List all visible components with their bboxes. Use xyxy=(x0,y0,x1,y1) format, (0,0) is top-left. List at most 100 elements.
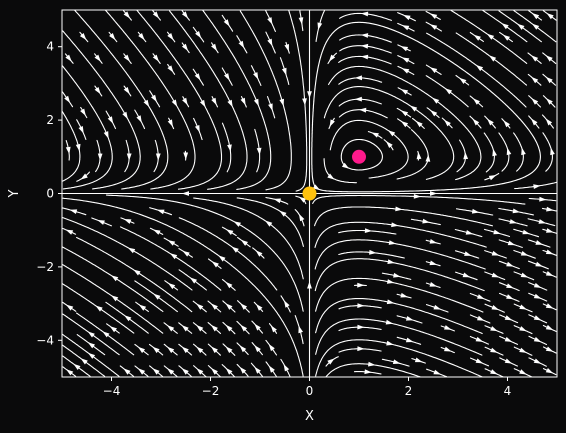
streamline-arrow-148 xyxy=(509,219,517,224)
streamline-arrow-49 xyxy=(545,346,554,352)
streamline-arrow-1 xyxy=(66,369,74,376)
streamline-arrow-65 xyxy=(254,323,261,331)
streamline-arrow-192 xyxy=(416,151,422,160)
streamline-arrow-170 xyxy=(75,143,81,152)
streamline-arrow-18 xyxy=(386,340,394,346)
streamline-arrow-175 xyxy=(409,105,418,112)
streamline-arrow-121 xyxy=(182,250,190,257)
x-tick-label-3: 2 xyxy=(405,384,413,398)
streamline-arrow-281 xyxy=(546,13,554,20)
streamline-arrow-165 xyxy=(253,98,259,107)
streamline-arrow-186 xyxy=(506,147,512,156)
streamline-arrow-159 xyxy=(103,131,109,139)
streamline-arrow-146 xyxy=(395,206,403,212)
streamline-arrow-46 xyxy=(444,346,452,352)
streamline-arrow-38 xyxy=(196,346,204,354)
streamline-arrow-169 xyxy=(533,184,541,189)
y-tick-label-3: 2 xyxy=(46,113,54,127)
streamline-arrow-14 xyxy=(254,366,261,374)
streamline-arrow-145 xyxy=(298,213,305,222)
streamline-arrow-39 xyxy=(211,346,218,354)
streamline-arrow-113 xyxy=(491,272,500,278)
streamline-arrow-236 xyxy=(545,76,553,84)
streamline-arrow-258 xyxy=(109,33,116,41)
streamline-arrow-69 xyxy=(444,325,452,330)
streamline-arrow-11 xyxy=(211,368,218,375)
streamline-arrow-78 xyxy=(138,304,147,311)
streamline-arrow-109 xyxy=(533,282,542,288)
streamline-arrow-114 xyxy=(520,272,529,278)
streamline-arrow-12 xyxy=(225,367,233,375)
streamline-arrow-173 xyxy=(388,130,396,137)
streamline-arrow-242 xyxy=(123,54,130,62)
streamline-arrow-271 xyxy=(298,17,304,25)
streamline-arrow-276 xyxy=(181,11,189,19)
streamline-arrow-250 xyxy=(181,43,189,51)
streamline-arrow-122 xyxy=(255,250,263,257)
streamline-arrow-245 xyxy=(360,54,369,60)
streamline-arrow-31 xyxy=(87,342,95,349)
streamline-arrow-19 xyxy=(368,361,376,367)
streamline-arrow-211 xyxy=(359,107,367,113)
streamline-arrow-55 xyxy=(109,326,117,333)
streamline-arrow-161 xyxy=(143,99,150,108)
axis-arrow-up xyxy=(307,281,312,289)
streamline-arrow-263 xyxy=(360,33,369,38)
streamline-arrow-102 xyxy=(169,253,178,260)
streamline-arrow-199 xyxy=(167,119,173,127)
streamline-arrow-209 xyxy=(80,108,86,116)
streamline-arrow-205 xyxy=(487,118,494,126)
streamline-arrow-275 xyxy=(152,11,160,19)
y-tick-label-0: −4 xyxy=(36,333,54,347)
streamline-arrow-241 xyxy=(94,54,101,62)
equilibrium-point-2 xyxy=(352,149,366,164)
streamline-arrow-32 xyxy=(87,331,95,338)
streamline-arrow-34 xyxy=(137,346,145,354)
x-tick-label-4: 4 xyxy=(504,384,512,398)
streamline-arrow-130 xyxy=(279,210,287,217)
streamline-arrow-16 xyxy=(283,364,290,372)
streamline-arrow-54 xyxy=(533,336,542,343)
streamline-arrow-85 xyxy=(240,303,248,310)
streamline-arrow-119 xyxy=(506,261,514,267)
streamline-arrow-25 xyxy=(327,358,335,365)
streamline-arrow-48 xyxy=(519,347,527,353)
streamline-arrow-277 xyxy=(360,11,369,17)
streamline-arrow-101 xyxy=(189,277,197,284)
streamline-arrow-3 xyxy=(80,358,88,365)
streamline-arrow-118 xyxy=(429,260,438,266)
streamline-arrow-197 xyxy=(107,116,114,124)
streamline-arrow-266 xyxy=(501,23,509,30)
streamline-arrow-68 xyxy=(357,324,365,330)
streamline-arrow-215 xyxy=(151,94,157,103)
streamline-arrow-179 xyxy=(126,153,132,161)
streamline-arrow-238 xyxy=(401,68,410,74)
streamline-arrow-188 xyxy=(550,147,555,156)
streamline-arrow-270 xyxy=(267,17,273,25)
streamline-arrow-207 xyxy=(531,118,538,126)
streamline-arrow-80 xyxy=(153,293,161,300)
streamline-arrow-134 xyxy=(535,240,543,245)
streamline-arrow-98 xyxy=(533,293,542,299)
streamline-arrow-264 xyxy=(473,34,481,41)
streamline-arrow-195 xyxy=(194,125,200,133)
streamline-arrow-132 xyxy=(429,239,438,244)
streamline-arrow-220 xyxy=(444,88,453,95)
streamline-arrow-127 xyxy=(545,249,554,255)
streamline-arrow-212 xyxy=(400,110,409,117)
streamline-arrow-162 xyxy=(171,99,178,107)
streamline-arrow-267 xyxy=(517,23,525,30)
streamline-arrow-143 xyxy=(97,220,105,225)
streamline-arrow-58 xyxy=(111,295,119,302)
streamline-arrow-92 xyxy=(491,305,500,310)
streamline-arrow-95 xyxy=(400,292,408,298)
streamline-arrow-23 xyxy=(519,369,527,375)
x-tick-label-0: −4 xyxy=(103,384,121,398)
x-tick-label-2: 0 xyxy=(306,384,314,398)
streamline-arrow-62 xyxy=(210,324,218,332)
streamline-arrow-157 xyxy=(413,194,422,199)
streamline-arrow-248 xyxy=(531,55,539,62)
streamline-arrow-213 xyxy=(430,110,438,117)
streamline-arrow-79 xyxy=(111,275,119,282)
streamline-arrow-8 xyxy=(167,368,175,375)
